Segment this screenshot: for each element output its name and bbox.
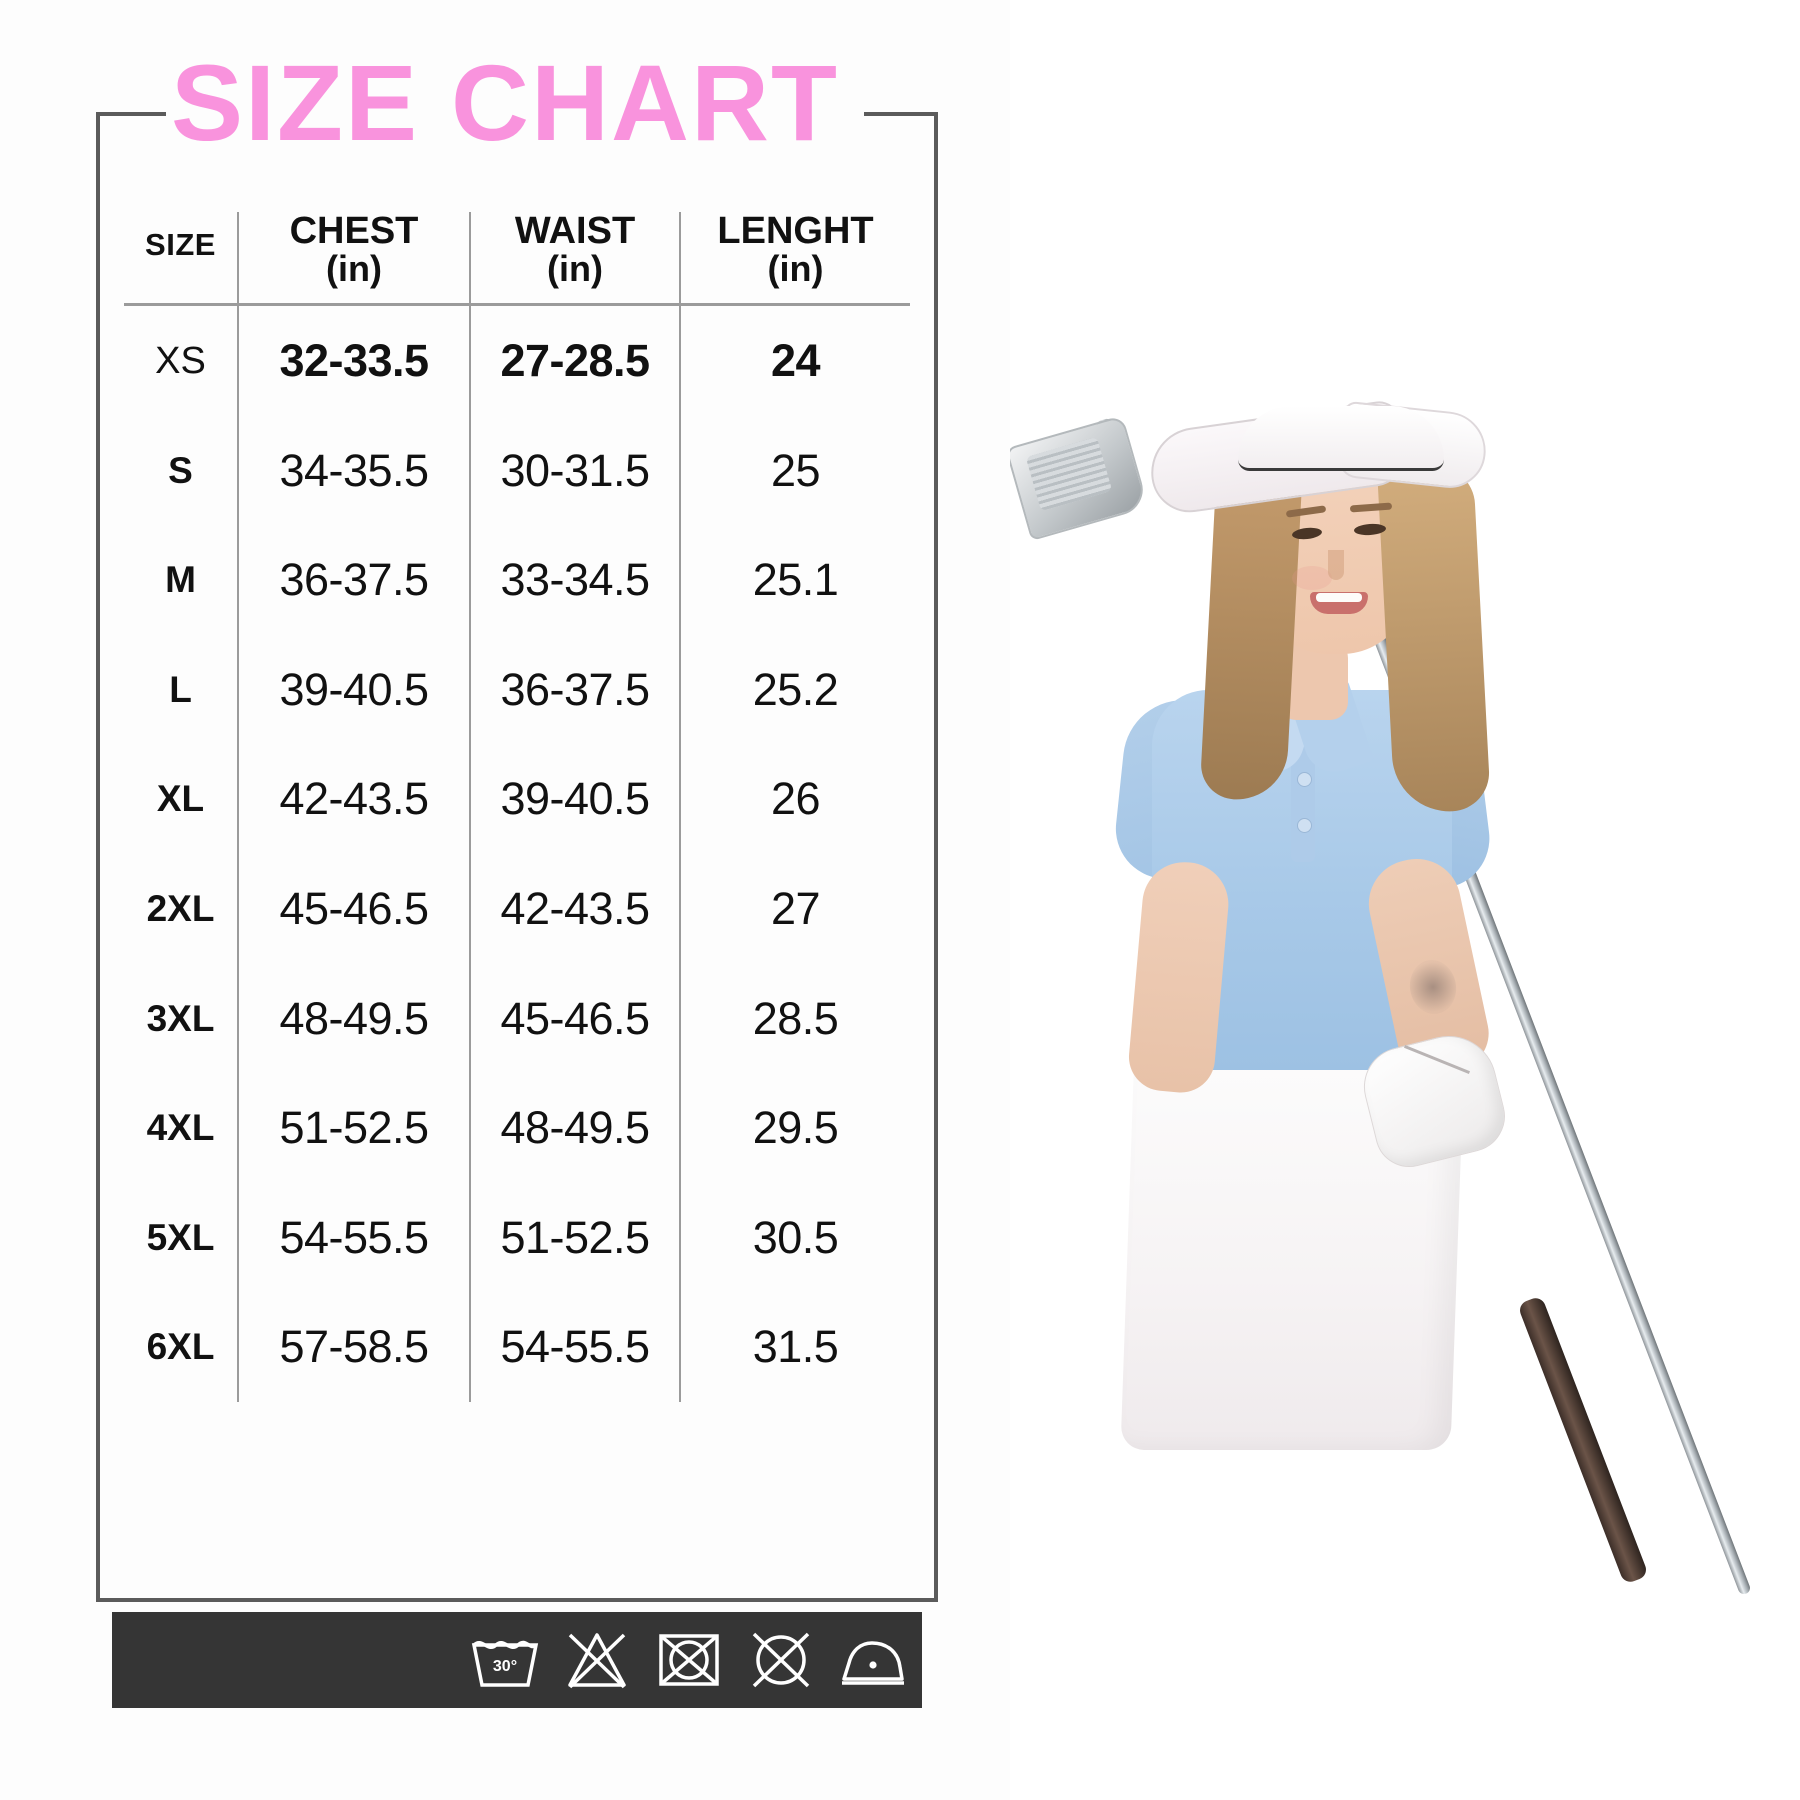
cheek bbox=[1292, 566, 1332, 590]
table-row: XL 42-43.5 39-40.5 26 bbox=[124, 744, 910, 855]
white-visor-cap bbox=[1238, 406, 1444, 471]
frame-top-right-segment bbox=[864, 112, 938, 116]
cell-waist: 48-49.5 bbox=[469, 1073, 680, 1183]
cell-size: 2XL bbox=[146, 887, 215, 929]
cell-chest: 57-58.5 bbox=[237, 1292, 470, 1402]
table-row: 4XL 51-52.5 48-49.5 29.5 bbox=[124, 1073, 910, 1183]
cell-waist: 54-55.5 bbox=[469, 1292, 680, 1402]
polo-button-bottom bbox=[1297, 818, 1312, 833]
table-row: M 36-37.5 33-34.5 25.1 bbox=[124, 525, 910, 636]
cell-size: L bbox=[169, 668, 192, 710]
svg-text:30°: 30° bbox=[493, 1658, 517, 1675]
cell-length: 28.5 bbox=[679, 963, 910, 1074]
table-row: L 39-40.5 36-37.5 25.2 bbox=[124, 635, 910, 745]
cell-chest: 42-43.5 bbox=[237, 744, 470, 855]
frame-left-segment bbox=[96, 112, 100, 1602]
table-row: 3XL 48-49.5 45-46.5 28.5 bbox=[124, 963, 910, 1074]
cell-waist: 36-37.5 bbox=[469, 635, 680, 745]
cell-length: 25 bbox=[679, 416, 910, 526]
cell-size: 4XL bbox=[146, 1107, 215, 1149]
frame-top-left-segment bbox=[96, 112, 166, 116]
care-instructions-bar: 30° bbox=[112, 1612, 922, 1708]
cell-chest: 51-52.5 bbox=[237, 1073, 470, 1183]
table-row: XS 32-33.5 27-28.5 24 bbox=[124, 304, 910, 417]
cell-length: 31.5 bbox=[679, 1292, 910, 1402]
table-row: 5XL 54-55.5 51-52.5 30.5 bbox=[124, 1182, 910, 1293]
product-photo bbox=[1010, 0, 1800, 1800]
table-row: S 34-35.5 30-31.5 25 bbox=[124, 416, 910, 526]
cell-length: 26 bbox=[679, 744, 910, 855]
frame-right-segment bbox=[934, 112, 938, 1602]
table-row: 2XL 45-46.5 42-43.5 27 bbox=[124, 854, 910, 964]
cell-length: 24 bbox=[679, 304, 910, 417]
frame-bottom-segment bbox=[96, 1598, 938, 1602]
cell-size: M bbox=[165, 559, 196, 601]
cell-size: 6XL bbox=[146, 1326, 215, 1368]
cell-waist: 42-43.5 bbox=[469, 854, 680, 964]
page-title: SIZE CHART bbox=[171, 42, 839, 163]
table-row: 6XL 57-58.5 54-55.5 31.5 bbox=[124, 1292, 910, 1402]
cell-chest: 34-35.5 bbox=[237, 416, 470, 526]
size-chart-panel: SIZE CHART SIZE CHEST (in) bbox=[96, 42, 938, 1708]
do-not-bleach-icon bbox=[568, 1633, 626, 1689]
cell-chest: 32-33.5 bbox=[237, 304, 470, 417]
cell-waist: 33-34.5 bbox=[469, 525, 680, 636]
cell-waist: 51-52.5 bbox=[469, 1182, 680, 1293]
size-table: SIZE CHEST (in) WAIST (in) LENGHT (in) bbox=[124, 212, 910, 1402]
cell-length: 30.5 bbox=[679, 1182, 910, 1293]
cell-size: XL bbox=[156, 778, 205, 820]
cell-chest: 54-55.5 bbox=[237, 1182, 470, 1293]
cell-waist: 30-31.5 bbox=[469, 416, 680, 526]
nose bbox=[1328, 550, 1344, 580]
hair-right-strand bbox=[1377, 463, 1491, 815]
table-header-row: SIZE CHEST (in) WAIST (in) LENGHT (in) bbox=[124, 212, 910, 307]
cell-size: 3XL bbox=[146, 997, 215, 1039]
wash-30-degrees-icon: 30° bbox=[471, 1640, 539, 1687]
column-header-chest: CHEST (in) bbox=[237, 212, 470, 307]
polo-button-top bbox=[1297, 772, 1312, 787]
cell-size: 5XL bbox=[146, 1216, 215, 1258]
cell-waist: 45-46.5 bbox=[469, 963, 680, 1074]
model-illustration bbox=[1010, 0, 1800, 1800]
iron-low-heat-icon bbox=[842, 1641, 904, 1685]
cell-length: 25.1 bbox=[679, 525, 910, 636]
column-header-waist: WAIST (in) bbox=[469, 212, 680, 307]
cell-chest: 48-49.5 bbox=[237, 963, 470, 1074]
cell-chest: 36-37.5 bbox=[237, 525, 470, 636]
teeth bbox=[1316, 593, 1362, 602]
cell-length: 29.5 bbox=[679, 1073, 910, 1183]
cell-size: S bbox=[168, 449, 193, 491]
do-not-tumble-dry-icon bbox=[659, 1634, 719, 1686]
cell-size: XS bbox=[155, 339, 206, 382]
cell-chest: 39-40.5 bbox=[237, 635, 470, 745]
do-not-dry-clean-icon bbox=[752, 1632, 810, 1688]
cell-chest: 45-46.5 bbox=[237, 854, 470, 964]
hair-left-strand bbox=[1199, 467, 1303, 803]
golf-club-grip-icon bbox=[1517, 1295, 1649, 1585]
cell-length: 25.2 bbox=[679, 635, 910, 745]
cell-waist: 39-40.5 bbox=[469, 744, 680, 855]
column-header-size: SIZE bbox=[124, 212, 238, 307]
column-header-length: LENGHT (in) bbox=[679, 212, 910, 307]
cell-waist: 27-28.5 bbox=[469, 304, 680, 417]
cell-length: 27 bbox=[679, 854, 910, 964]
